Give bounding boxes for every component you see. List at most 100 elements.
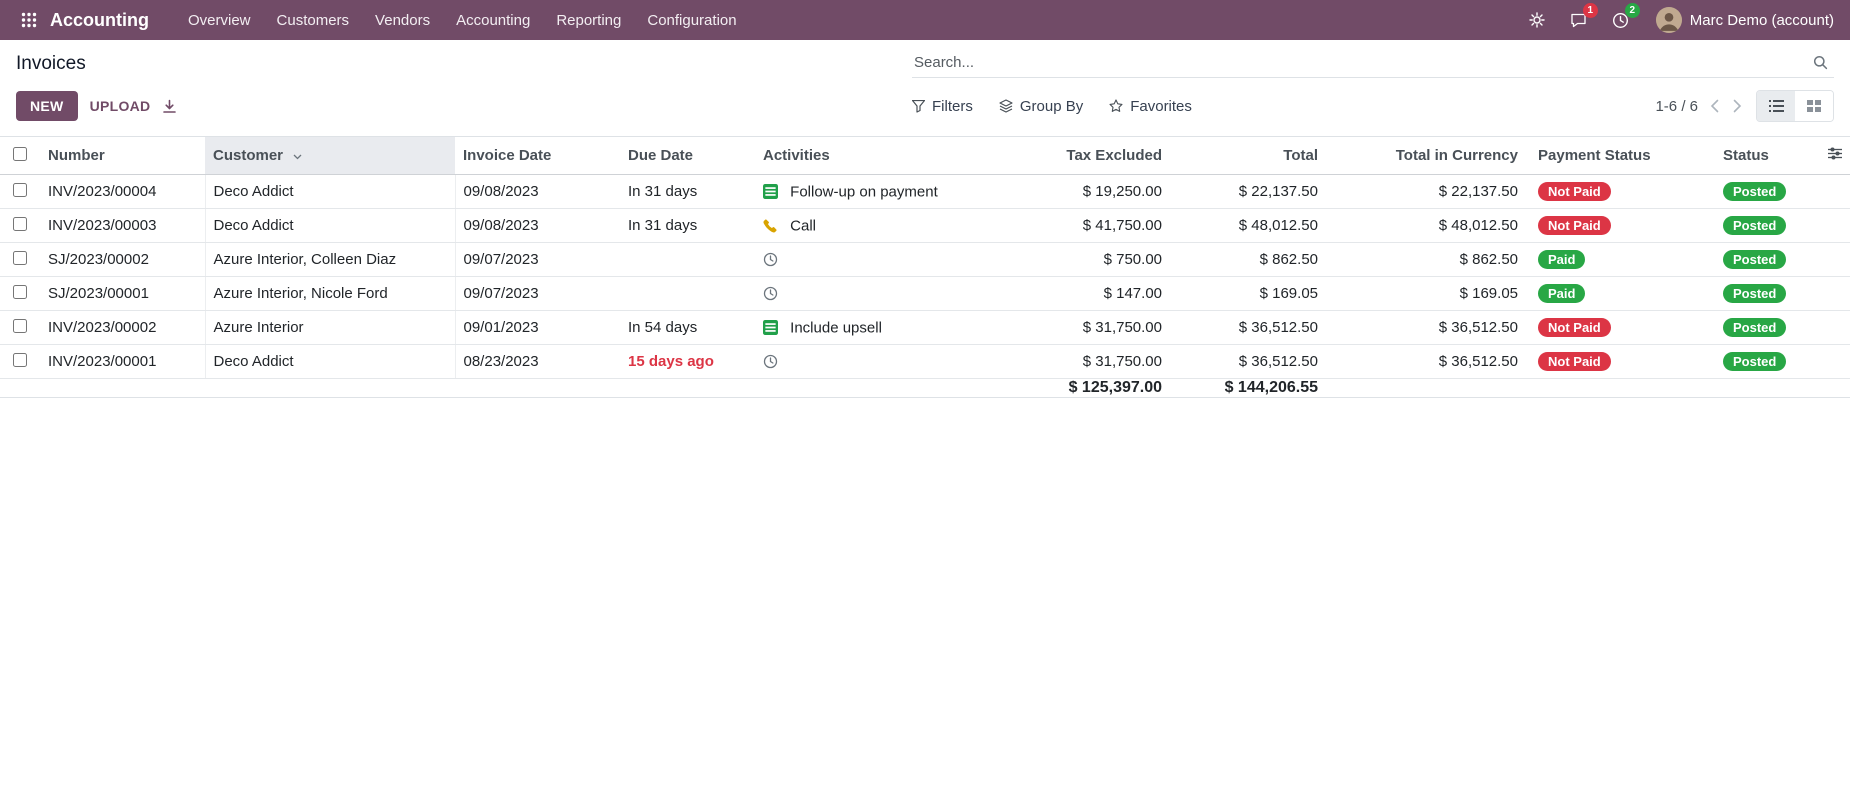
kanban-view-button[interactable]: [1795, 91, 1833, 121]
status-badge: Posted: [1723, 284, 1787, 303]
systray: 1 2 Marc Demo (account): [1526, 3, 1834, 33]
search-facets: Filters Group By Favorites: [912, 98, 1192, 115]
table-row[interactable]: INV/2023/00001 Deco Addict 08/23/2023 15…: [0, 344, 1850, 379]
cell-customer: Azure Interior: [204, 310, 456, 345]
activity-label: Include upsell: [790, 319, 882, 337]
search-input[interactable]: [914, 54, 1809, 71]
cell-invoice-date: 09/08/2023: [455, 208, 620, 243]
row-checkbox[interactable]: [13, 182, 27, 197]
cell-invoice-date: 09/01/2023: [455, 310, 620, 345]
header-status[interactable]: Status: [1715, 136, 1810, 175]
download-icon[interactable]: [162, 99, 177, 114]
header-due-date[interactable]: Due Date: [620, 136, 755, 175]
cell-payment-status: Paid: [1530, 276, 1715, 311]
avatar: [1655, 7, 1682, 33]
cell-customer: Azure Interior, Colleen Diaz: [204, 242, 456, 277]
upload-button[interactable]: UPLOAD: [89, 98, 151, 114]
new-button[interactable]: NEW: [16, 91, 78, 121]
totals-row: $ 125,397.00 $ 144,206.55: [0, 378, 1850, 398]
activity-icon[interactable]: [763, 320, 781, 336]
cell-customer: Deco Addict: [204, 344, 456, 379]
menu-item-accounting[interactable]: Accounting: [456, 11, 531, 29]
invoice-rows: INV/2023/00004 Deco Addict 09/08/2023 In…: [0, 174, 1850, 379]
cell-number: INV/2023/00002: [40, 310, 205, 345]
status-badge: Posted: [1723, 318, 1787, 337]
user-menu[interactable]: Marc Demo (account): [1655, 7, 1834, 33]
header-total-in-currency[interactable]: Total in Currency: [1330, 136, 1530, 175]
cell-activities: [755, 276, 1000, 311]
followup-list-icon: [763, 320, 778, 336]
user-name: Marc Demo (account): [1689, 11, 1834, 29]
action-buttons: NEW UPLOAD: [16, 91, 912, 121]
activities-clock-icon[interactable]: 2: [1610, 3, 1640, 31]
cell-number: SJ/2023/00002: [40, 242, 205, 277]
cell-total: $ 48,012.50: [1174, 208, 1330, 243]
payment-status-badge: Not Paid: [1538, 352, 1611, 371]
cell-total-in-currency: $ 48,012.50: [1330, 208, 1530, 243]
menu-item-vendors[interactable]: Vendors: [375, 11, 431, 29]
menu-item-overview[interactable]: Overview: [188, 11, 251, 29]
top-navbar: Accounting Overview Customers Vendors Ac…: [0, 0, 1850, 40]
header-customer[interactable]: Customer: [205, 136, 455, 175]
cell-activities: [755, 242, 1000, 277]
cell-total-in-currency: $ 169.05: [1330, 276, 1530, 311]
messages-icon[interactable]: 1: [1568, 3, 1598, 31]
row-checkbox[interactable]: [13, 318, 27, 333]
optional-columns-button[interactable]: [1810, 136, 1850, 175]
activity-icon[interactable]: [763, 219, 781, 233]
pager-previous-icon[interactable]: [1708, 97, 1721, 115]
header-number[interactable]: Number: [40, 136, 205, 175]
table-row[interactable]: INV/2023/00002 Azure Interior 09/01/2023…: [0, 310, 1850, 345]
cell-total: $ 862.50: [1174, 242, 1330, 277]
app-name[interactable]: Accounting: [50, 9, 149, 30]
header-total[interactable]: Total: [1174, 136, 1330, 175]
main-menu: Overview Customers Vendors Accounting Re…: [175, 0, 750, 40]
cell-due-date: In 54 days: [620, 310, 755, 345]
cell-tax-excluded: $ 750.00: [1000, 242, 1174, 277]
payment-status-badge: Paid: [1538, 284, 1586, 303]
payment-status-badge: Not Paid: [1538, 182, 1611, 201]
cell-status: Posted: [1715, 276, 1810, 311]
table-row[interactable]: SJ/2023/00002 Azure Interior, Colleen Di…: [0, 242, 1850, 277]
view-switcher: [1756, 90, 1834, 122]
header-activities[interactable]: Activities: [755, 136, 1000, 175]
group-by-button[interactable]: Group By: [999, 98, 1083, 115]
activity-icon[interactable]: [763, 354, 781, 369]
table-row[interactable]: SJ/2023/00001 Azure Interior, Nicole For…: [0, 276, 1850, 311]
payment-status-badge: Not Paid: [1538, 216, 1611, 235]
header-invoice-date[interactable]: Invoice Date: [455, 136, 620, 175]
favorites-button[interactable]: Favorites: [1109, 98, 1192, 115]
row-checkbox[interactable]: [13, 250, 27, 265]
cell-total-in-currency: $ 36,512.50: [1330, 344, 1530, 379]
select-all-checkbox[interactable]: [13, 146, 27, 161]
table-row[interactable]: INV/2023/00003 Deco Addict 09/08/2023 In…: [0, 208, 1850, 243]
menu-item-customers[interactable]: Customers: [276, 11, 350, 29]
header-tax-excluded[interactable]: Tax Excluded: [1000, 136, 1174, 175]
row-checkbox[interactable]: [13, 284, 27, 299]
header-payment-status[interactable]: Payment Status: [1530, 136, 1715, 175]
messages-badge: 1: [1582, 3, 1598, 18]
row-checkbox[interactable]: [13, 216, 27, 231]
filters-button[interactable]: Filters: [912, 98, 973, 115]
status-badge: Posted: [1723, 216, 1787, 235]
cell-number: INV/2023/00004: [40, 174, 205, 209]
cell-status: Posted: [1715, 310, 1810, 345]
status-badge: Posted: [1723, 182, 1787, 201]
gear-icon[interactable]: [1526, 9, 1548, 31]
search-icon[interactable]: [1809, 55, 1832, 70]
activity-icon[interactable]: [763, 252, 781, 267]
cell-tax-excluded: $ 19,250.00: [1000, 174, 1174, 209]
menu-item-configuration[interactable]: Configuration: [647, 11, 737, 29]
activities-badge: 2: [1624, 3, 1640, 18]
menu-item-reporting[interactable]: Reporting: [556, 11, 622, 29]
activity-icon[interactable]: [763, 286, 781, 301]
row-checkbox[interactable]: [13, 352, 27, 367]
cell-status: Posted: [1715, 208, 1810, 243]
search-bar: [912, 50, 1834, 78]
cell-status: Posted: [1715, 242, 1810, 277]
activity-icon[interactable]: [763, 184, 781, 200]
list-view-button[interactable]: [1757, 91, 1795, 121]
pager-next-icon[interactable]: [1731, 97, 1744, 115]
table-row[interactable]: INV/2023/00004 Deco Addict 09/08/2023 In…: [0, 174, 1850, 209]
apps-grid-icon[interactable]: [16, 7, 42, 33]
